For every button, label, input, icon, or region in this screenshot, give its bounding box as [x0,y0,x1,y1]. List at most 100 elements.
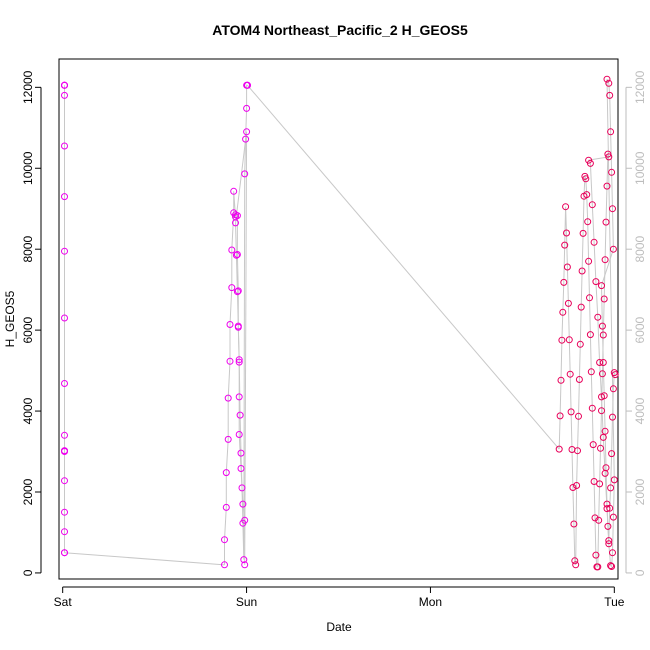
data-point [607,562,615,570]
y-tick-label-right: 8000 [633,236,647,263]
y-tick-label-right: 10000 [633,151,647,185]
data-point [602,218,610,226]
data-point [221,536,228,544]
data-point [589,441,597,449]
data-point [235,431,243,438]
data-point [243,128,251,136]
data-point [61,91,68,99]
data-point [222,503,230,511]
data-point [603,505,611,513]
data-point [557,376,565,384]
y-axis-left: 0 2000 4000 6000 8000 10000 12000 [21,70,42,576]
data-point [556,412,564,420]
y-tick-label-right: 4000 [633,397,647,424]
data-point [609,205,616,213]
data-point [603,75,611,83]
data-point [599,359,607,366]
data-point [602,464,610,472]
data-point [233,251,241,258]
series-connector [64,552,225,566]
y-tick-label-right: 12000 [633,70,647,104]
y-tick-label-left: 4000 [21,397,35,424]
data-point [586,331,594,339]
data-point [243,104,251,112]
data-point [571,557,579,565]
data-point [61,528,68,536]
data-point [588,201,596,209]
data-point [61,247,68,255]
data-point [559,308,567,316]
data-point [590,238,598,246]
data-point [609,385,617,393]
data-point [61,193,68,201]
data-point [234,287,242,295]
x-tick-label: Sat [54,595,73,609]
y-tick-label-right: 6000 [633,316,647,343]
data-point [241,561,249,569]
y-tick-label-left: 6000 [21,316,35,343]
data-point [609,413,616,421]
data-point [61,81,68,89]
data-point [235,358,243,366]
data-point [564,299,572,307]
data-point [577,303,585,311]
data-point [605,79,613,87]
data-point [234,322,242,330]
data-point [241,170,249,178]
data-point [574,447,581,455]
data-point [594,563,602,571]
data-point [573,482,581,489]
data-point [567,408,575,416]
data-point [235,393,243,401]
data-point [224,435,232,443]
data-point [233,212,241,220]
series-line [235,84,248,560]
data-point [610,476,618,484]
data-point [61,431,68,439]
series-connector [247,84,560,450]
data-point [592,278,600,286]
y-axis-right: 0 2000 4000 6000 8000 10000 12000 [625,70,647,576]
data-point [606,504,614,512]
data-point [607,484,615,492]
data-point [61,314,68,322]
data-point [604,522,612,530]
y-tick-label-left: 12000 [21,70,35,104]
data-point [233,288,241,296]
data-point [599,331,607,339]
data-point [588,404,596,412]
data-point [224,394,232,402]
data-point [595,516,603,524]
data-point [605,540,613,548]
data-point [244,81,251,89]
data-point [582,175,590,183]
data-point [604,150,612,158]
data-point [601,256,609,264]
x-tick-label: Mon [419,595,442,609]
data-point [592,551,600,559]
data-point [591,514,599,522]
series-lines [64,78,616,568]
data-point [238,484,246,492]
data-point [608,563,616,570]
data-point [598,407,605,415]
x-tick-label: Tue [604,595,625,609]
data-point [603,182,611,190]
y-tick-label-left: 0 [21,569,35,576]
data-point [585,257,593,265]
series-connector [600,249,614,286]
data-point [555,445,563,453]
data-point [607,128,615,136]
data-point [239,519,247,527]
data-point [235,356,243,364]
data-point [572,561,580,569]
data-point [61,142,68,150]
data-point [221,561,228,569]
chart-title: ATOM4 Northeast_Pacific_2 H_GEOS5 [212,22,468,38]
data-point [586,159,594,167]
data-point [562,203,570,211]
data-point [226,321,234,328]
data-point [579,229,587,237]
